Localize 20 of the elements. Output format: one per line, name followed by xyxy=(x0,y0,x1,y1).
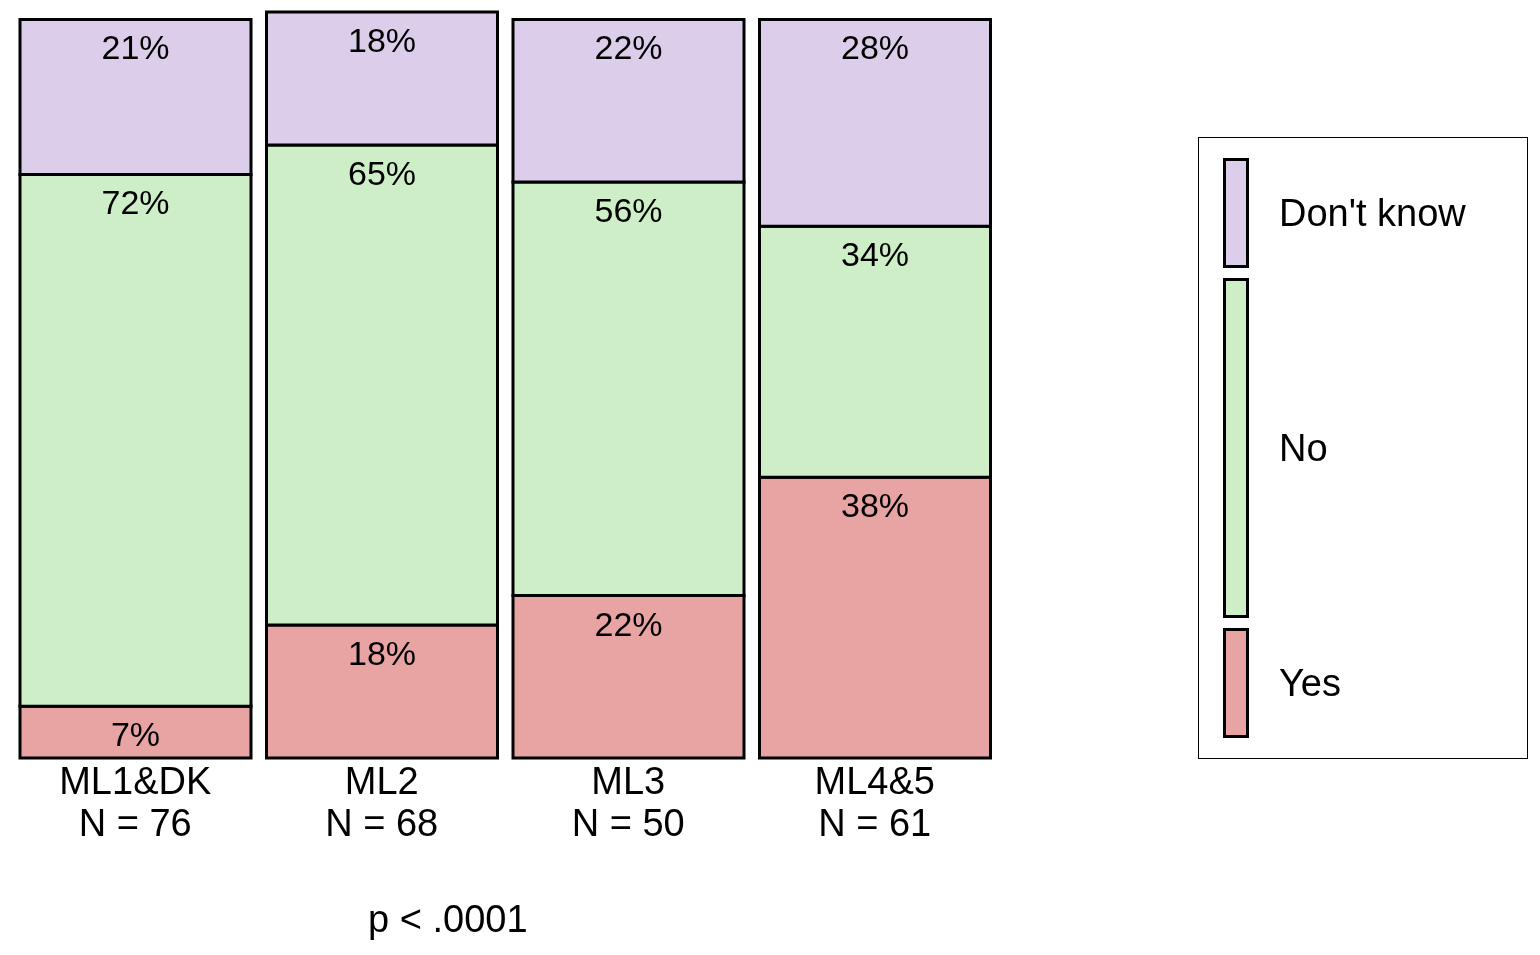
data-label: 18% xyxy=(347,634,417,673)
data-label: 22% xyxy=(594,28,663,67)
data-label: 21% xyxy=(101,28,170,67)
data-label: 22% xyxy=(594,604,663,643)
data-label: 65% xyxy=(347,153,417,192)
data-label: 18% xyxy=(347,21,417,59)
data-label: 7% xyxy=(110,715,161,754)
x-tick-label: ML2 N = 68 xyxy=(325,760,439,844)
data-label: 34% xyxy=(840,235,910,274)
data-label: 38% xyxy=(840,486,910,525)
data-label: 56% xyxy=(594,190,663,229)
text: No xyxy=(1279,426,1328,470)
x-tick-label: ML4&5 N = 61 xyxy=(814,760,935,844)
data-label: 28% xyxy=(840,28,910,67)
x-tick-label: ML1&DK N = 76 xyxy=(59,760,212,844)
x-tick-label: ML3 N = 50 xyxy=(571,760,685,844)
text: Don't know xyxy=(1279,191,1466,235)
text: p < .0001 xyxy=(368,898,528,941)
text: Yes xyxy=(1279,661,1341,705)
data-label: 72% xyxy=(101,183,170,222)
